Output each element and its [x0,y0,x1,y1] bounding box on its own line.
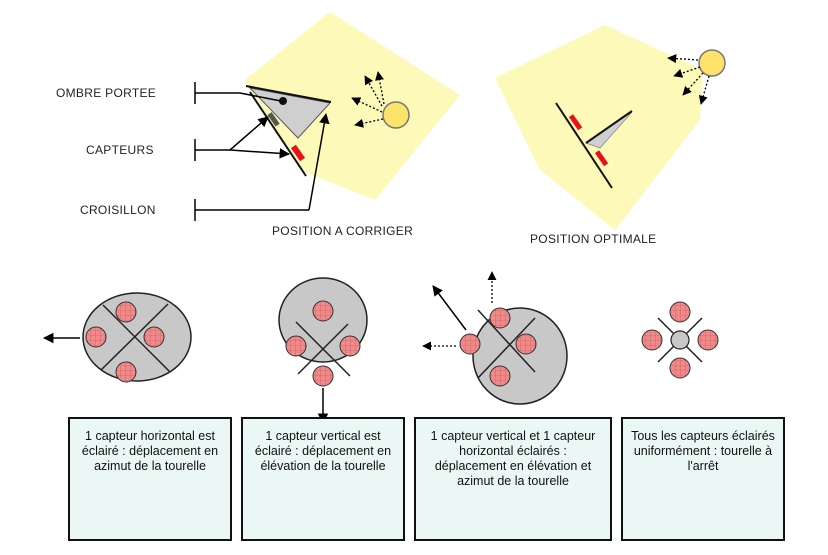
label-position-optimale: POSITION OPTIMALE [530,232,657,246]
caption-text-azimut: 1 capteur horizontal est éclairé : dépla… [81,429,219,473]
caption-text-stopped: Tous les capteurs éclairés uniformément … [631,429,775,473]
label-position-a-corriger: POSITION A CORRIGER [272,224,414,238]
sensor-disc-azimut [42,292,192,383]
caption-box-stopped: Tous les capteurs éclairés uniformément … [621,417,785,541]
tracker-aligned [555,102,633,189]
tracker-misaligned [245,85,332,177]
light-beam-right [495,25,703,230]
sensor-disc-elevation [278,277,368,425]
sun-right [667,49,726,105]
label-ombre-portee: OMBRE PORTEE [56,86,157,100]
label-croisillon: CROISILLON [80,203,156,217]
caption-text-elevation: 1 capteur vertical est éclairé : déplace… [254,429,392,473]
caption-box-both: 1 capteur vertical et 1 capteur horizont… [414,417,612,541]
sensor-disc-both [422,271,568,405]
callout-lines [194,82,330,221]
caption-box-azimut: 1 capteur horizontal est éclairé : dépla… [68,417,232,541]
sun-left [351,71,410,129]
label-capteurs: CAPTEURS [86,143,154,157]
caption-box-elevation: 1 capteur vertical est éclairé : déplace… [241,417,405,541]
sensor-disc-stopped [641,301,719,379]
caption-text-both: 1 capteur vertical et 1 capteur horizont… [430,429,596,488]
